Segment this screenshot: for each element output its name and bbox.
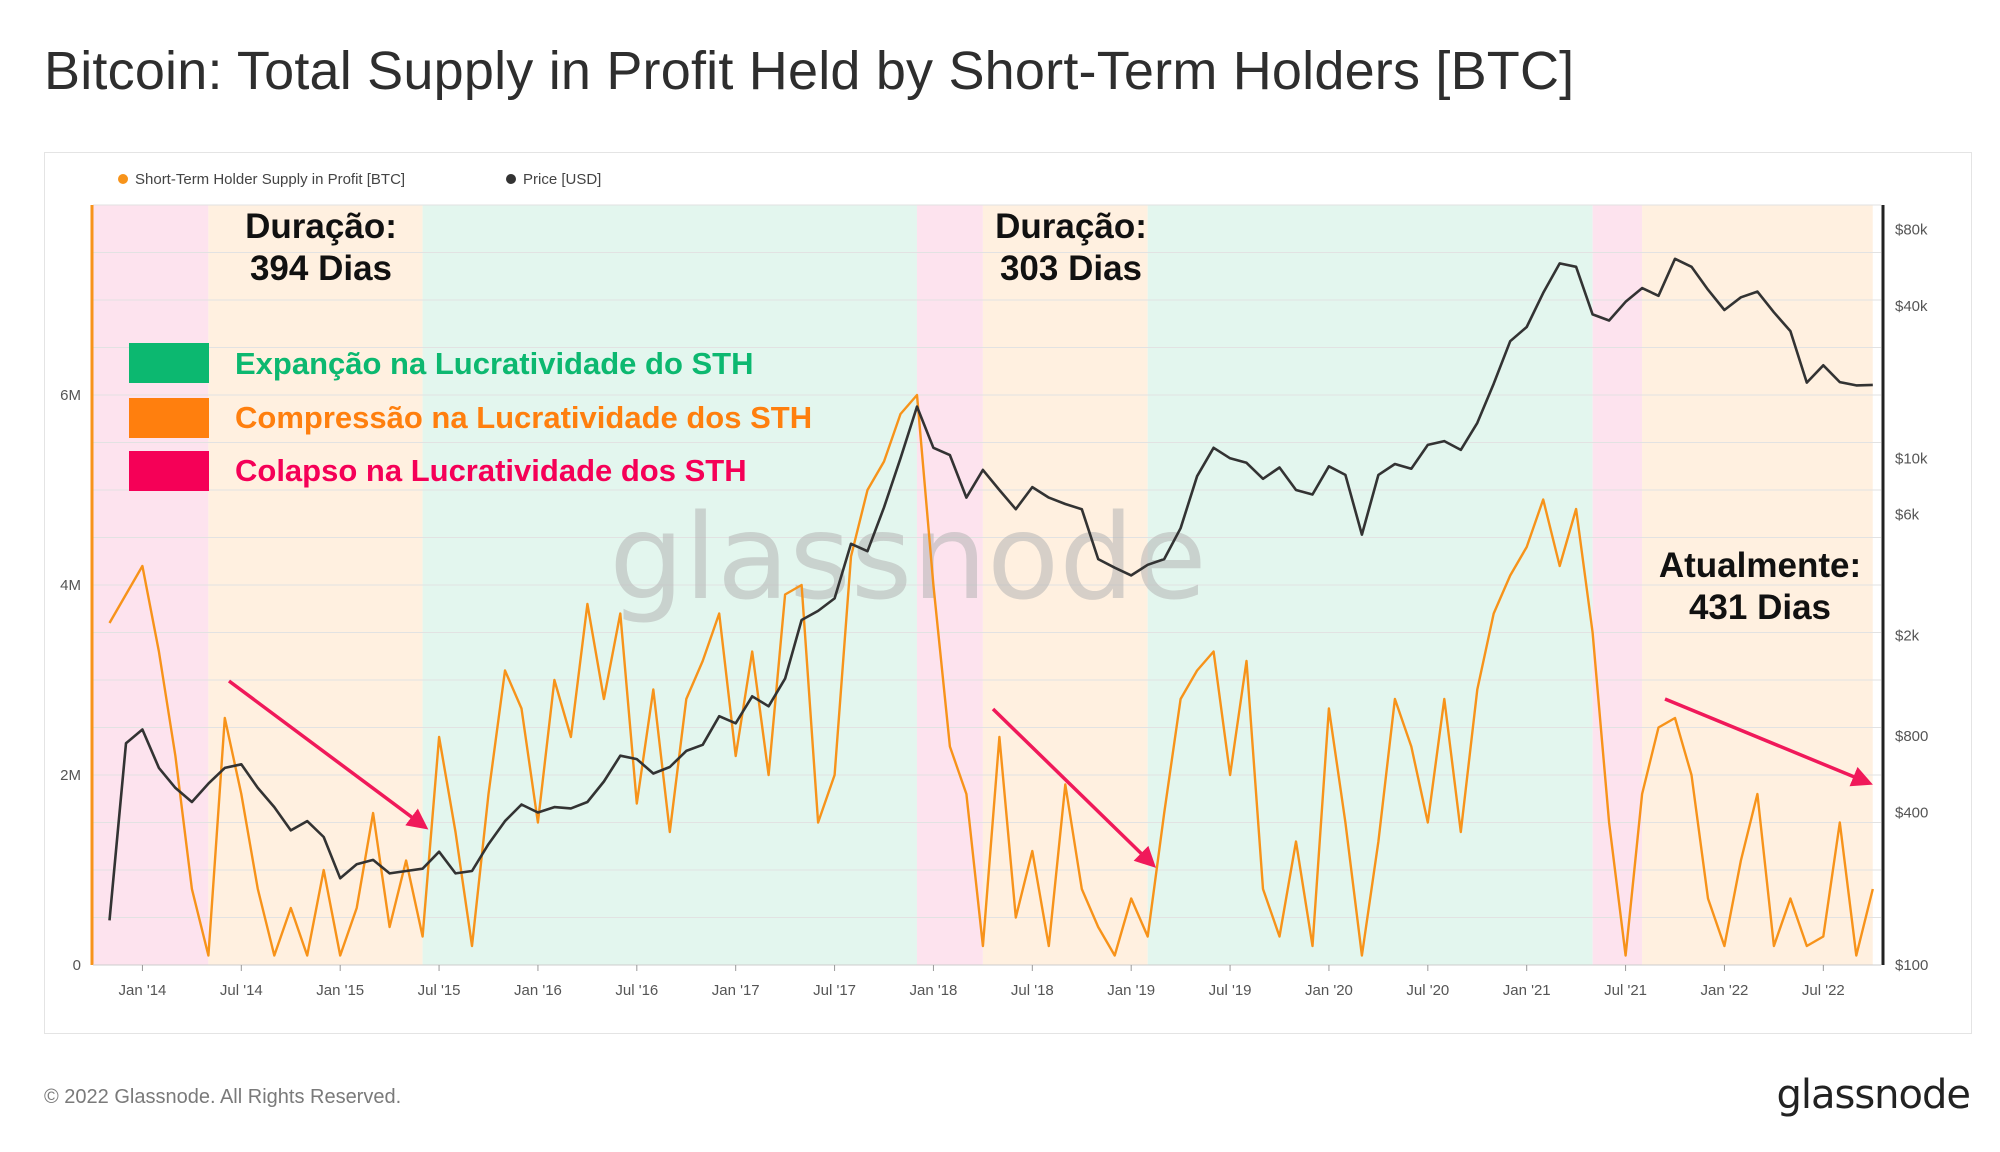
legend-dot-price xyxy=(506,174,516,184)
trend-arrow-2018 xyxy=(991,707,1157,868)
x-tick-label: Jul '21 xyxy=(1604,982,1647,999)
duration-annotation-2018: Duração: 303 Dias xyxy=(995,207,1147,288)
regime-label-compression: Compressão na Lucratividade dos STH xyxy=(235,400,812,435)
x-tick-label: Jul '15 xyxy=(418,982,461,999)
y-right-tick-label: $800 xyxy=(1895,728,1928,745)
x-tick-label: Jan '20 xyxy=(1305,982,1353,999)
x-tick-label: Jul '17 xyxy=(813,982,856,999)
trend-arrow-2014 xyxy=(227,679,429,830)
y-right-tick-label: $10k xyxy=(1895,450,1928,467)
annotation-2014-line1: Duração: xyxy=(245,207,397,246)
y-left-tick-label: 4M xyxy=(60,577,81,594)
annotation-current-line2: 431 Dias xyxy=(1689,588,1831,627)
legend-dot-sth-supply xyxy=(118,174,128,184)
chart-svg: glassnode 0 2M 4M 6M $100 $400 $800 $2k $6k $10k $… xyxy=(60,171,1928,999)
x-tick-label: Jan '17 xyxy=(712,982,760,999)
y-right-tick-label: $2k xyxy=(1895,627,1920,644)
duration-annotation-current: Atualmente: 431 Dias xyxy=(1659,546,1861,627)
annotation-2018-line2: 303 Dias xyxy=(1000,249,1142,288)
x-tick-label: Jan '14 xyxy=(118,982,166,999)
x-tick-label: Jan '15 xyxy=(316,982,364,999)
regime-legend: Expanção na Lucratividade do STH Compres… xyxy=(129,343,812,491)
x-tick-label: Jul '16 xyxy=(615,982,658,999)
y-right-tick-label: $40k xyxy=(1895,298,1928,315)
glassnode-logo[interactable]: glassnode xyxy=(1776,1072,1971,1118)
footer-copyright: © 2022 Glassnode. All Rights Reserved. xyxy=(44,1086,402,1108)
regime-swatch-compression xyxy=(129,398,209,438)
legend-item-price[interactable]: Price [USD] xyxy=(506,171,601,188)
x-tick-label: Jan '18 xyxy=(909,982,957,999)
chart-panel: glassnode 0 2M 4M 6M $100 $400 $800 $2k $6k $10k $… xyxy=(44,152,1972,1034)
x-tick-label: Jul '19 xyxy=(1209,982,1252,999)
x-tick-label: Jul '18 xyxy=(1011,982,1054,999)
legend-label-price: Price [USD] xyxy=(523,171,601,188)
series-lines xyxy=(108,257,1874,957)
y-right-tick-label: $400 xyxy=(1895,804,1928,821)
axes: 0 2M 4M 6M $100 $400 $800 $2k $6k $10k $40k $80k Jan… xyxy=(60,205,1928,999)
regime-swatch-collapse xyxy=(129,451,209,491)
chart-legend: Short-Term Holder Supply in Profit [BTC]… xyxy=(118,171,601,188)
y-left-tick-label: 2M xyxy=(60,767,81,784)
x-tick-label: Jan '16 xyxy=(514,982,562,999)
series-line-sth-supply xyxy=(108,393,1874,957)
regime-label-expansion: Expanção na Lucratividade do STH xyxy=(235,346,754,381)
annotation-2018-line1: Duração: xyxy=(995,207,1147,246)
x-tick-label: Jan '21 xyxy=(1503,982,1551,999)
series-line-price xyxy=(108,257,1873,921)
y-left-tick-label: 6M xyxy=(60,387,81,404)
regime-label-collapse: Colapso na Lucratividade dos STH xyxy=(235,453,747,488)
trend-arrows xyxy=(227,679,1873,868)
x-tick-label: Jan '19 xyxy=(1107,982,1155,999)
x-tick-label: Jul '20 xyxy=(1406,982,1449,999)
x-tick-label: Jul '22 xyxy=(1802,982,1845,999)
page-title: Bitcoin: Total Supply in Profit Held by … xyxy=(44,41,1575,101)
y-right-tick-label: $6k xyxy=(1895,507,1920,524)
annotation-current-line1: Atualmente: xyxy=(1659,546,1861,585)
regime-swatch-expansion xyxy=(129,343,209,383)
watermark: glassnode xyxy=(609,488,1206,626)
annotation-2014-line2: 394 Dias xyxy=(250,249,392,288)
y-left-tick-label: 0 xyxy=(73,957,81,974)
duration-annotation-2014: Duração: 394 Dias xyxy=(245,207,397,288)
x-tick-label: Jan '22 xyxy=(1700,982,1748,999)
legend-label-sth-supply: Short-Term Holder Supply in Profit [BTC] xyxy=(135,171,405,188)
y-right-tick-label: $80k xyxy=(1895,222,1928,239)
trend-arrow-2022 xyxy=(1664,697,1873,787)
y-right-tick-label: $100 xyxy=(1895,957,1928,974)
x-tick-label: Jul '14 xyxy=(220,982,263,999)
legend-item-sth-supply[interactable]: Short-Term Holder Supply in Profit [BTC] xyxy=(118,171,405,188)
